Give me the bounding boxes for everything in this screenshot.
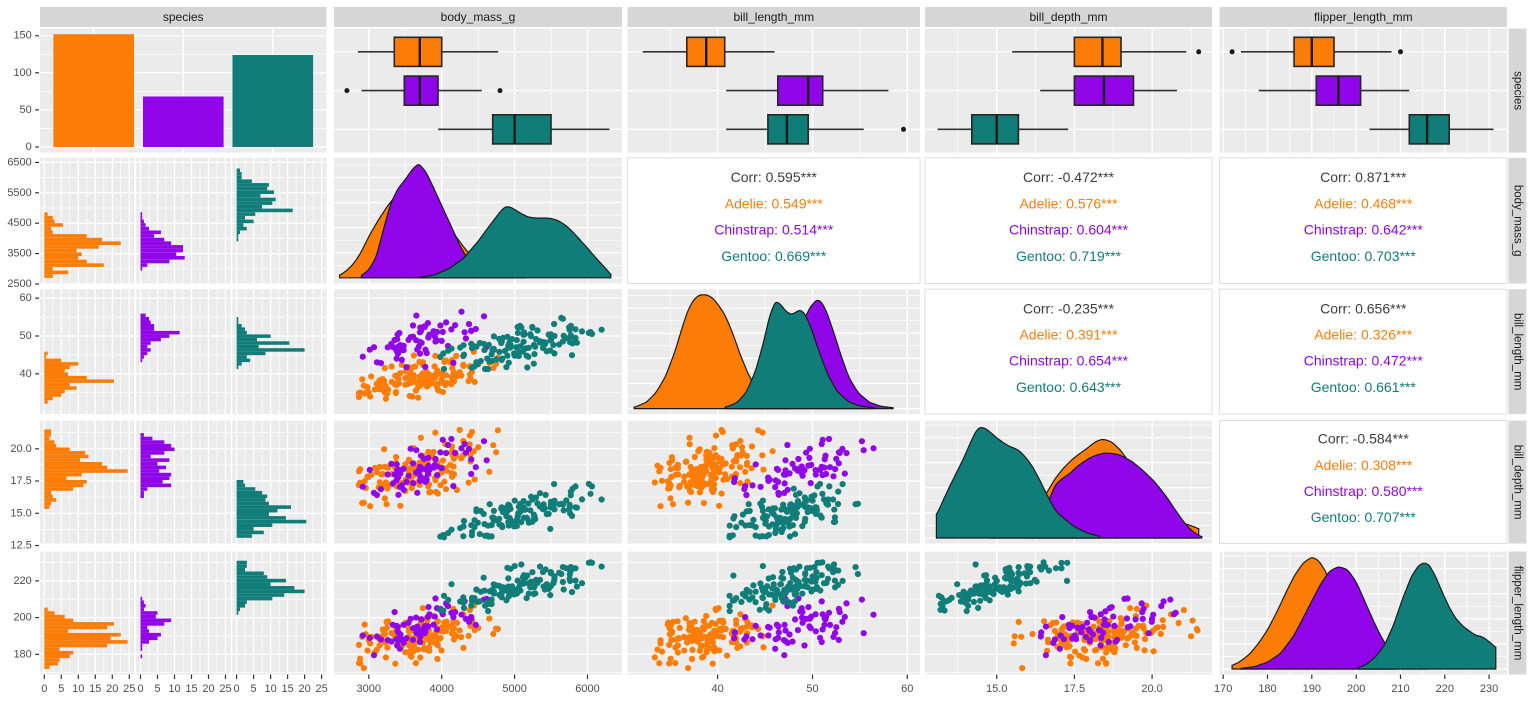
svg-text:flipper_length_mm: flipper_length_mm (1314, 10, 1413, 24)
svg-text:Corr: -0.584***: Corr: -0.584*** (1318, 431, 1410, 447)
svg-text:25: 25 (315, 683, 327, 695)
svg-text:50: 50 (20, 104, 32, 116)
svg-text:220: 220 (13, 575, 31, 587)
svg-text:body_mass_g: body_mass_g (441, 10, 516, 24)
svg-text:4000: 4000 (429, 683, 453, 695)
svg-text:20: 20 (106, 683, 118, 695)
svg-text:Adelie: 0.468***: Adelie: 0.468*** (1314, 196, 1413, 212)
svg-text:5500: 5500 (7, 187, 31, 199)
svg-text:5: 5 (154, 683, 160, 695)
svg-text:17.5: 17.5 (1064, 683, 1085, 695)
svg-text:25: 25 (123, 683, 135, 695)
svg-text:Corr: -0.472***: Corr: -0.472*** (1023, 169, 1115, 185)
svg-text:6000: 6000 (575, 683, 599, 695)
svg-text:Adelie: 0.576***: Adelie: 0.576*** (1019, 196, 1118, 212)
svg-text:flipper_length_mm: flipper_length_mm (1512, 566, 1524, 661)
svg-text:bill_depth_mm: bill_depth_mm (1512, 445, 1524, 520)
svg-text:17.5: 17.5 (10, 475, 31, 487)
svg-text:230: 230 (1480, 683, 1498, 695)
svg-text:Gentoo: 0.643***: Gentoo: 0.643*** (1016, 379, 1122, 395)
svg-text:Gentoo: 0.661***: Gentoo: 0.661*** (1311, 379, 1417, 395)
svg-text:3000: 3000 (357, 683, 381, 695)
svg-text:0: 0 (26, 141, 32, 153)
svg-text:Adelie: 0.326***: Adelie: 0.326*** (1314, 327, 1413, 343)
svg-text:15: 15 (185, 683, 197, 695)
svg-text:6500: 6500 (7, 156, 31, 168)
svg-text:100: 100 (13, 67, 31, 79)
svg-text:Gentoo: 0.707***: Gentoo: 0.707*** (1311, 509, 1417, 525)
svg-text:15.0: 15.0 (10, 507, 31, 519)
svg-text:20: 20 (298, 683, 310, 695)
svg-text:Chinstrap: 0.604***: Chinstrap: 0.604*** (1009, 222, 1129, 238)
svg-text:15: 15 (89, 683, 101, 695)
svg-text:Corr: 0.595***: Corr: 0.595*** (731, 169, 818, 185)
svg-text:220: 220 (1436, 683, 1454, 695)
svg-text:15: 15 (281, 683, 293, 695)
svg-text:Adelie: 0.308***: Adelie: 0.308*** (1314, 457, 1413, 473)
svg-text:Gentoo: 0.719***: Gentoo: 0.719*** (1016, 248, 1122, 264)
svg-text:20.0: 20.0 (1141, 683, 1162, 695)
svg-text:180: 180 (1258, 683, 1276, 695)
svg-text:5000: 5000 (502, 683, 526, 695)
svg-text:Gentoo: 0.703***: Gentoo: 0.703*** (1311, 248, 1417, 264)
svg-text:60: 60 (901, 683, 913, 695)
svg-text:20.0: 20.0 (10, 443, 31, 455)
svg-text:170: 170 (1214, 683, 1232, 695)
svg-text:15.0: 15.0 (986, 683, 1007, 695)
svg-text:bill_length_mm: bill_length_mm (1512, 313, 1524, 390)
svg-text:Adelie: 0.549***: Adelie: 0.549*** (725, 196, 824, 212)
svg-text:Chinstrap: 0.514***: Chinstrap: 0.514*** (714, 222, 834, 238)
svg-text:Chinstrap: 0.472***: Chinstrap: 0.472*** (1304, 353, 1424, 369)
svg-text:60: 60 (20, 292, 32, 304)
svg-text:0: 0 (234, 683, 240, 695)
svg-text:20: 20 (202, 683, 214, 695)
svg-text:Corr: -0.235***: Corr: -0.235*** (1023, 300, 1115, 316)
svg-text:body_mass_g: body_mass_g (1512, 185, 1524, 257)
svg-text:2500: 2500 (7, 278, 31, 290)
svg-text:150: 150 (13, 30, 31, 42)
svg-text:3500: 3500 (7, 248, 31, 260)
svg-text:Chinstrap: 0.580***: Chinstrap: 0.580*** (1304, 483, 1424, 499)
svg-text:25: 25 (219, 683, 231, 695)
svg-text:Corr: 0.871***: Corr: 0.871*** (1320, 169, 1407, 185)
svg-text:50: 50 (20, 330, 32, 342)
svg-text:180: 180 (13, 648, 31, 660)
svg-text:Chinstrap: 0.642***: Chinstrap: 0.642*** (1304, 222, 1424, 238)
svg-text:40: 40 (711, 683, 723, 695)
svg-text:species: species (163, 10, 204, 24)
svg-text:40: 40 (20, 368, 32, 380)
svg-text:Chinstrap: 0.654***: Chinstrap: 0.654*** (1009, 353, 1129, 369)
svg-text:Adelie: 0.391***: Adelie: 0.391*** (1019, 327, 1118, 343)
svg-text:species: species (1512, 71, 1524, 110)
svg-text:bill_length_mm: bill_length_mm (733, 10, 814, 24)
svg-text:Gentoo: 0.669***: Gentoo: 0.669*** (721, 248, 827, 264)
svg-text:5: 5 (58, 683, 64, 695)
svg-text:Corr: 0.656***: Corr: 0.656*** (1320, 300, 1407, 316)
svg-text:10: 10 (264, 683, 276, 695)
svg-text:190: 190 (1303, 683, 1321, 695)
svg-text:10: 10 (72, 683, 84, 695)
svg-text:210: 210 (1391, 683, 1409, 695)
svg-text:200: 200 (1347, 683, 1365, 695)
svg-text:bill_depth_mm: bill_depth_mm (1029, 10, 1107, 24)
svg-text:5: 5 (251, 683, 257, 695)
svg-text:0: 0 (137, 683, 143, 695)
svg-text:0: 0 (41, 683, 47, 695)
svg-text:200: 200 (13, 612, 31, 624)
svg-text:4500: 4500 (7, 217, 31, 229)
svg-text:12.5: 12.5 (10, 540, 31, 552)
svg-text:50: 50 (806, 683, 818, 695)
svg-text:10: 10 (168, 683, 180, 695)
